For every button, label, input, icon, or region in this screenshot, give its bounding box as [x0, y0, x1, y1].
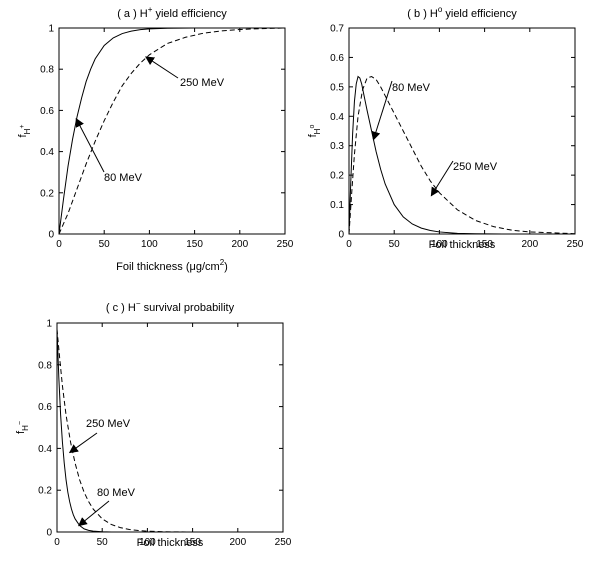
chart-b-ytick-label: 0.7 [330, 24, 344, 35]
chart-b-xtick-label: 150 [476, 239, 493, 250]
chart-c-ytick-label: 0.8 [38, 360, 52, 371]
chart-b-xtick-label: 200 [521, 239, 538, 250]
chart-c-xlabel: Foil thickness [137, 537, 204, 549]
chart-a-xtick-label: 0 [56, 239, 62, 250]
chart-a-ytick-label: 0.4 [40, 147, 54, 158]
chart-a-xtick-label: 150 [186, 239, 203, 250]
chart-c-annotation-label: 250 MeV [86, 418, 131, 430]
chart-c-ytick-label: 0.2 [38, 486, 52, 497]
chart-c-xtick-label: 150 [184, 537, 201, 548]
chart-a-xtick-label: 100 [141, 239, 158, 250]
chart-b-annotation-arrow [430, 160, 454, 197]
chart-b-ylabel: fHo [307, 125, 322, 138]
chart-c-xtick-label: 250 [275, 537, 292, 548]
chart-c-ylabel: fH− [15, 421, 30, 434]
chart-b-ytick-label: 0.6 [330, 53, 344, 64]
chart-c-series-250-mev [56, 329, 283, 533]
chart-b-plot-frame [348, 27, 576, 235]
chart-c-xtick-label: 100 [139, 537, 156, 548]
chart-a-annotation-label: 80 MeV [104, 172, 143, 184]
chart-b-series-250-mev [348, 76, 576, 235]
chart-a-ytick-label: 0 [48, 230, 54, 241]
chart-c-ytick-label: 0.4 [38, 444, 52, 455]
chart-c-xtick-label: 0 [54, 537, 60, 548]
chart-a-ytick-label: 1 [48, 24, 54, 35]
chart-a-ytick-label: 0.2 [40, 188, 54, 199]
chart-a-title: ( a ) H+ yield efficiency [117, 5, 227, 20]
chart-a-series-250-mev [58, 27, 286, 235]
chart-a-ytick-label: 0.8 [40, 65, 54, 76]
chart-b-annotation-label: 80 MeV [392, 82, 431, 94]
chart-c-ytick-label: 0 [46, 528, 52, 539]
chart-b-ytick-label: 0 [338, 230, 344, 241]
chart-b-xlabel: Foil thickness [429, 239, 496, 251]
chart-a-ytick-label: 0.6 [40, 106, 54, 117]
chart-c-annotation-label: 80 MeV [97, 487, 136, 499]
chart-c-annotation-arrow [77, 500, 110, 527]
chart-a-annotation-label: 250 MeV [180, 77, 225, 89]
chart-a: 0 50 100 150 200 250 0 0.2 0.4 0.6 0.8 1 ( a ) H+ yi… [17, 5, 294, 273]
chart-b-annotation-label: 250 MeV [453, 161, 498, 173]
chart-b-xtick-label: 100 [431, 239, 448, 250]
chart-c-title: ( c ) H− survival probability [106, 299, 235, 314]
chart-b-xtick-label: 50 [389, 239, 401, 250]
chart-b-ytick-label: 0.3 [330, 141, 344, 152]
chart-b-xtick-label: 250 [567, 239, 584, 250]
chart-c-series-80-mev [56, 329, 283, 533]
chart-b-ytick-label: 0.1 [330, 200, 344, 211]
chart-b-ytick-label: 0.2 [330, 171, 344, 182]
chart-b: 0 50 100 150 200 250 0 0.1 0.2 0.3 0.4 0.5 0.6 0.7 ( b… [307, 5, 584, 251]
chart-a-series-80-mev [58, 27, 285, 235]
chart-b-series-80-mev [348, 75, 575, 235]
chart-a-plot-frame [58, 27, 286, 235]
chart-b-xtick-label: 0 [346, 239, 352, 250]
chart-b-title: ( b ) Ho yield efficiency [407, 5, 517, 20]
chart-a-xtick-label: 50 [99, 239, 111, 250]
chart-c-xtick-label: 50 [97, 537, 109, 548]
chart-a-annotation-arrow [145, 56, 179, 79]
chart-c-ytick-label: 1 [46, 319, 52, 330]
chart-b-annotation-arrow [371, 80, 393, 141]
chart-c-ytick-label: 0.6 [38, 402, 52, 413]
chart-a-xtick-label: 250 [277, 239, 294, 250]
chart-c-annotation-arrow [68, 432, 98, 454]
chart-c: 0 50 100 150 200 250 0 0.2 0.4 0.6 0.8 1 ( c ) H− su… [15, 299, 292, 549]
chart-a-xtick-label: 200 [231, 239, 248, 250]
chart-b-ytick-label: 0.5 [330, 82, 344, 93]
chart-a-xlabel: Foil thickness (μg/cm2) [116, 258, 228, 273]
chart-a-ylabel: fH+ [17, 125, 32, 138]
chart-c-xtick-label: 200 [229, 537, 246, 548]
chart-b-ytick-label: 0.4 [330, 112, 344, 123]
chart-a-annotation-arrow [75, 117, 105, 173]
